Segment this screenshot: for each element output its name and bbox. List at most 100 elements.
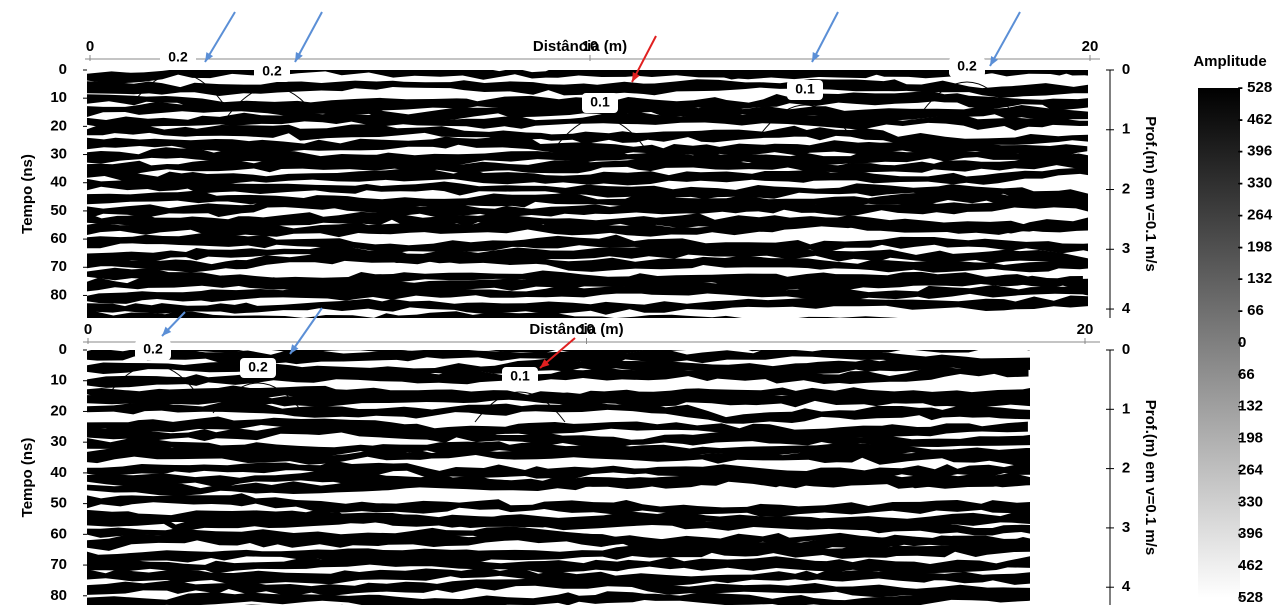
y-tick-label: 80 <box>50 286 67 303</box>
hyperbola <box>107 364 199 396</box>
reflection-band <box>87 178 1088 201</box>
annotation: 0.2 <box>262 63 282 79</box>
arrow-head <box>540 359 550 368</box>
x-tick-label: 0 <box>86 38 94 55</box>
arrow <box>989 11 1021 67</box>
colorbar-tick-label: 396 <box>1238 525 1263 542</box>
y-tick-label: 20 <box>50 117 67 134</box>
reflection-band <box>87 512 1030 536</box>
hyperbola <box>474 391 566 423</box>
y2-tick-label: 1 <box>1122 121 1130 138</box>
x-tick-label: 0 <box>84 321 92 338</box>
y-tick-label: 60 <box>50 525 67 542</box>
y2-tick-label: 0 <box>1122 61 1130 78</box>
y-tick-label: 10 <box>50 372 67 389</box>
reflection-band <box>87 399 1030 424</box>
arrow-head <box>632 72 640 82</box>
reflection-band <box>87 309 899 318</box>
x-tick-label: 10 <box>578 321 595 338</box>
annotation-box <box>160 48 196 68</box>
reflection-band <box>87 79 1088 98</box>
colorbar-tick-label: - 132 <box>1238 270 1272 287</box>
y2-axis-label: Prof.(m) em v=0.1 m/s <box>1142 400 1159 555</box>
colorbar-tick-label: - 396 <box>1238 143 1272 160</box>
annotation-box <box>240 358 276 378</box>
reflection-band <box>87 111 1088 131</box>
x-axis-label: Distância (m) <box>533 38 627 55</box>
y-tick-label: 10 <box>50 89 67 106</box>
reflection-band <box>87 590 1030 605</box>
y2-tick-label: 2 <box>1122 180 1130 197</box>
y2-tick-label: 3 <box>1122 519 1130 536</box>
colorbar-tick-label: - 462 <box>1238 111 1272 128</box>
y-tick-label: 20 <box>50 402 67 419</box>
colorbar-tick-label: - 528 <box>1238 79 1272 96</box>
colorbar-tick-label: 264 <box>1238 461 1264 478</box>
annotation: 0.2 <box>143 341 163 357</box>
hyperbola <box>759 104 851 136</box>
reflection-band <box>87 136 1088 157</box>
arrow <box>204 11 236 63</box>
arrow-head <box>290 344 299 354</box>
hyperbola <box>132 72 224 104</box>
reflection-band <box>87 364 1029 388</box>
annotation: 0.2 <box>248 359 268 375</box>
y2-tick-label: 2 <box>1122 460 1130 477</box>
y-tick-label: 70 <box>50 258 67 275</box>
reflection-band <box>87 391 1030 408</box>
colorbar-title: Amplitude <box>1193 53 1266 70</box>
annotation: 0.2 <box>957 58 977 74</box>
y-tick-label: 80 <box>50 587 67 604</box>
arrow <box>811 11 839 63</box>
colorbar-tick-label: 198 <box>1238 430 1263 447</box>
reflection-band <box>87 70 1088 84</box>
reflection-band <box>87 577 1030 598</box>
hyperbola <box>212 382 304 414</box>
annotation-box <box>949 57 985 77</box>
y-tick-label: 50 <box>50 495 67 512</box>
y-tick-label: 60 <box>50 230 67 247</box>
hyperbola <box>921 81 1013 113</box>
colorbar-tick-label: 66 <box>1238 366 1255 383</box>
reflection-band <box>87 198 1088 219</box>
y2-tick-label: 3 <box>1122 240 1130 257</box>
annotation-box <box>254 62 290 82</box>
arrow <box>294 11 323 63</box>
y-tick-label: 40 <box>50 174 67 191</box>
reflection-band <box>87 123 1088 146</box>
annotation: 0.1 <box>795 81 815 97</box>
arrow-head <box>812 52 820 62</box>
annotation-box <box>502 367 538 387</box>
annotation-box <box>787 80 823 100</box>
colorbar-tick-label: 528 <box>1238 589 1263 605</box>
y-tick-label: 30 <box>50 146 67 163</box>
arrow-head <box>295 52 303 62</box>
annotation: 0.1 <box>590 94 610 110</box>
reflection-band <box>87 425 1030 449</box>
y2-tick-label: 4 <box>1122 578 1131 595</box>
y-axis-label: Tempo (ns) <box>19 154 36 234</box>
colorbar-tick-label: 0 <box>1238 334 1246 351</box>
reflection-band <box>87 556 1030 574</box>
y-tick-label: 40 <box>50 464 67 481</box>
annotation-box <box>135 340 171 360</box>
colorbar-tick-label: - 198 <box>1238 238 1272 255</box>
colorbar-tick-label: 132 <box>1238 398 1263 415</box>
colorbar-tick-label: 330 <box>1238 493 1263 510</box>
reflection-band <box>87 567 1030 587</box>
y-tick-label: 70 <box>50 556 67 573</box>
colorbar-tick-label: - 330 <box>1238 175 1272 192</box>
y-tick-label: 30 <box>50 433 67 450</box>
arrow <box>289 307 323 355</box>
colorbar-tick-label: - 66 <box>1238 302 1264 319</box>
reflection-band <box>87 416 1028 439</box>
y-tick-label: 0 <box>59 61 67 78</box>
y2-tick-label: 4 <box>1122 300 1131 317</box>
y2-tick-label: 1 <box>1122 400 1130 417</box>
colorbar-tick-label: - 264 <box>1238 206 1273 223</box>
hyperbola <box>226 86 318 118</box>
reflection-band <box>87 460 1030 481</box>
y-tick-label: 0 <box>59 341 67 358</box>
radargram-image <box>87 350 1030 605</box>
